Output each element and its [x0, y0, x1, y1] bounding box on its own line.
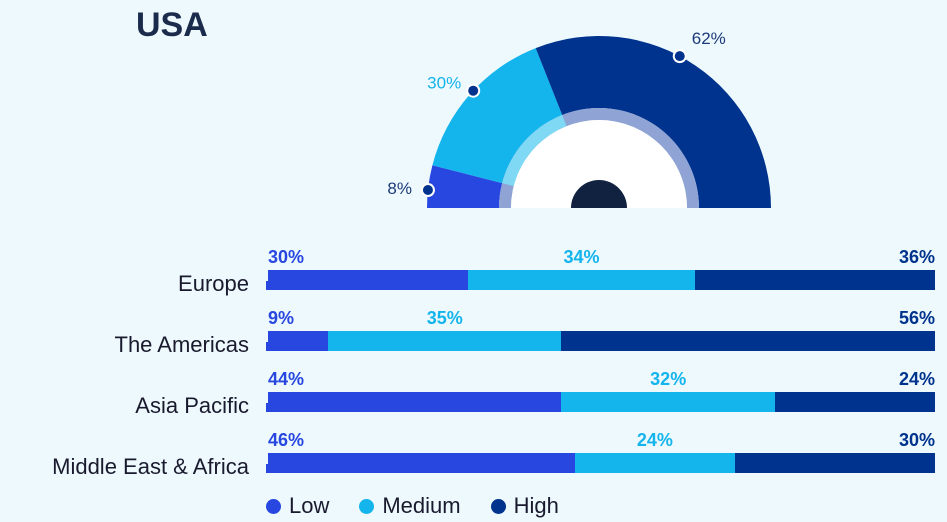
bar-tick-middle-east-africa — [266, 464, 268, 473]
gauge-label-medium: 30% — [427, 74, 461, 93]
legend-dot-low — [266, 498, 281, 514]
bar-row-middle-east-africa: Middle East & Africa 46% 24% 30% — [0, 423, 947, 483]
gauge-marker-medium — [468, 85, 479, 96]
bar-segment-high — [774, 392, 935, 412]
legend-label-low: Low — [289, 493, 330, 518]
bar-row-europe: Europe 30% 34% 36% — [0, 240, 947, 300]
bar-value-low: 44% — [268, 369, 305, 389]
category-label-middle-east-africa: Middle East & Africa — [52, 454, 249, 479]
bar-tick-europe — [266, 281, 268, 290]
usa-half-donut-chart: 8% 30% 62% — [387, 29, 771, 209]
bar-row-the-americas: The Americas 9% 35% 56% — [0, 301, 947, 361]
legend-dot-high — [490, 498, 506, 514]
bar-value-medium: 32% — [650, 369, 687, 389]
bar-segment-low — [268, 392, 562, 412]
bar-segment-high — [694, 270, 935, 290]
category-label-the-americas: The Americas — [114, 332, 250, 357]
bar-value-high: 30% — [898, 430, 935, 450]
gauge-slice-medium — [432, 48, 563, 184]
gauge-hub — [571, 180, 627, 208]
gauge-marker-high — [674, 51, 685, 62]
bar-row-asia-pacific: Asia Pacific 44% 32% 24% — [0, 362, 947, 422]
gauge-center-fill — [511, 120, 687, 208]
bar-segment-medium — [468, 270, 695, 290]
gauge-label-high: 62% — [692, 29, 726, 48]
gauge-ring-highlight — [502, 115, 567, 187]
gauge-slice-low — [427, 165, 503, 208]
stacked-bar-asia-pacific — [268, 392, 935, 412]
legend-item-medium: Medium — [359, 493, 461, 519]
category-label-asia-pacific: Asia Pacific — [135, 393, 249, 418]
bar-value-medium: 35% — [426, 308, 463, 328]
legend-dot-medium — [359, 498, 375, 514]
legend-label-medium: Medium — [382, 493, 461, 518]
bar-segment-low — [268, 331, 329, 351]
bar-segment-medium — [561, 392, 775, 412]
bar-value-low: 30% — [268, 247, 305, 267]
stacked-bar-the-americas — [268, 331, 935, 351]
gauge-label-low: 8% — [387, 179, 412, 198]
gauge-slice-high — [535, 35, 771, 209]
bar-value-high: 24% — [898, 369, 935, 389]
bar-segment-medium — [574, 453, 735, 473]
legend-item-high: High — [490, 493, 559, 519]
bar-tick-asia-pacific — [266, 403, 268, 412]
gauge-marker-low — [422, 185, 433, 196]
bar-tick-the-americas — [266, 342, 268, 351]
stacked-bar-middle-east-africa — [268, 453, 935, 473]
bar-value-medium: 24% — [636, 430, 673, 450]
bar-segment-low — [268, 270, 469, 290]
bar-segment-low — [268, 453, 575, 473]
bar-value-high: 36% — [898, 247, 935, 267]
bar-segment-high — [734, 453, 935, 473]
legend: Low Medium High — [266, 493, 589, 519]
bar-value-low: 46% — [268, 430, 305, 450]
legend-item-low: Low — [266, 493, 329, 519]
stacked-bar-europe — [268, 270, 935, 290]
bar-segment-medium — [328, 331, 562, 351]
bar-value-medium: 34% — [563, 247, 600, 267]
bar-segment-high — [561, 331, 935, 351]
bar-value-low: 9% — [268, 308, 295, 328]
legend-label-high: High — [513, 493, 559, 518]
bar-value-high: 56% — [898, 308, 935, 328]
category-label-europe: Europe — [178, 271, 249, 296]
chart-title: USA — [136, 6, 208, 44]
